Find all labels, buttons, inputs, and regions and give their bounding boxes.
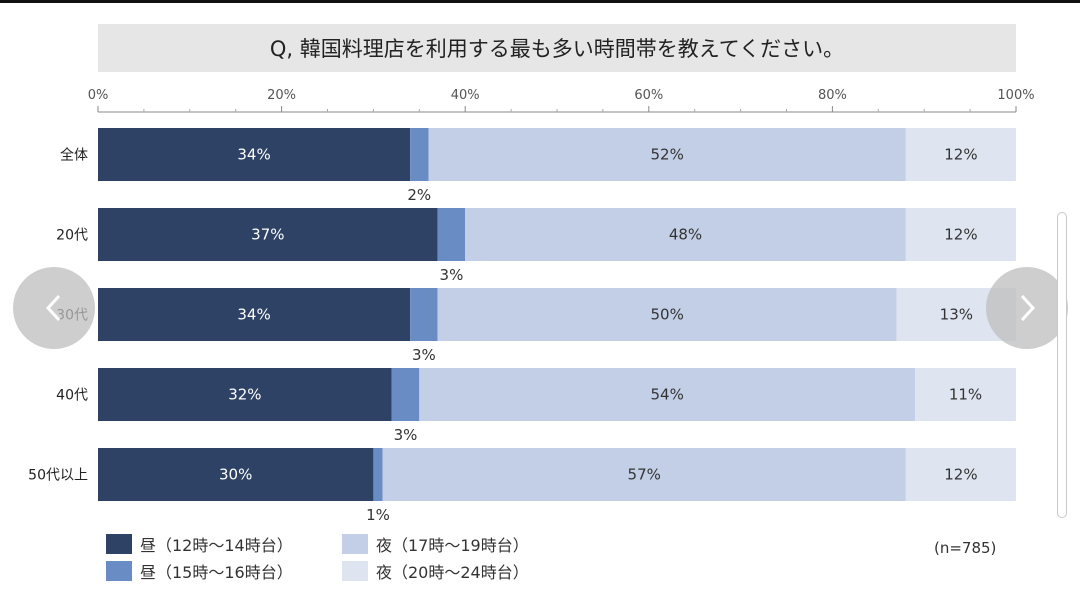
legend-item: 夜（20時〜24時台） bbox=[342, 560, 529, 582]
x-tick-label: 100% bbox=[997, 88, 1034, 103]
data-label: 34% bbox=[237, 146, 270, 164]
data-label: 12% bbox=[944, 466, 977, 484]
legend-swatch bbox=[106, 534, 132, 554]
data-label: 3% bbox=[440, 266, 464, 284]
stacked-bar-chart: 0% 20% 40% 60% 80% 100% 全体 34% 2% 52% 12% 20代 37% 3% 4… bbox=[28, 88, 1034, 524]
prev-slide-button[interactable] bbox=[13, 267, 95, 349]
data-label: 57% bbox=[628, 466, 661, 484]
data-label: 3% bbox=[412, 346, 436, 364]
bar-segment bbox=[437, 288, 897, 341]
x-tick-label: 40% bbox=[451, 88, 480, 103]
category-label: 20代 bbox=[56, 228, 88, 244]
legend-label: 昼（15時〜16時台） bbox=[140, 563, 293, 582]
data-label: 11% bbox=[949, 386, 982, 404]
legend-swatch bbox=[106, 561, 132, 581]
sample-size-note: (n=785) bbox=[934, 539, 997, 557]
data-label: 1% bbox=[366, 506, 390, 524]
category-label: 全体 bbox=[60, 147, 88, 164]
bar-segment bbox=[98, 288, 411, 341]
legend-label: 夜（17時〜19時台） bbox=[376, 536, 529, 555]
x-tick-label: 0% bbox=[88, 88, 109, 103]
bar-segment bbox=[419, 368, 916, 421]
legend-swatch bbox=[342, 561, 368, 581]
bar-segment bbox=[382, 448, 906, 501]
legend-item: 夜（17時〜19時台） bbox=[342, 533, 529, 555]
category-label: 50代以上 bbox=[28, 468, 88, 484]
bar-segment bbox=[428, 128, 906, 181]
data-label: 52% bbox=[650, 146, 683, 164]
legend-label: 夜（20時〜24時台） bbox=[376, 563, 529, 582]
data-label: 32% bbox=[228, 386, 261, 404]
data-label: 3% bbox=[394, 426, 418, 444]
data-label: 48% bbox=[669, 226, 702, 244]
top-border bbox=[0, 0, 1080, 3]
chevron-right-icon bbox=[1020, 294, 1036, 322]
next-slide-button[interactable] bbox=[986, 267, 1068, 349]
bar-segment bbox=[465, 208, 906, 261]
bar-segment bbox=[373, 448, 383, 501]
chart-legend: 昼（12時〜14時台） 夜（17時〜19時台） 昼（15時〜16時台） 夜（20時〜2… bbox=[106, 533, 666, 589]
legend-label: 昼（12時〜14時台） bbox=[140, 536, 293, 555]
bar-segment bbox=[98, 128, 411, 181]
chart-title-text: Q, 韓国料理店を利用する最も多い時間帯を教えてください。 bbox=[269, 37, 845, 61]
legend-item: 昼（12時〜14時台） bbox=[106, 533, 293, 555]
data-label: 37% bbox=[251, 226, 284, 244]
data-label: 30% bbox=[219, 466, 252, 484]
x-tick-label: 20% bbox=[267, 88, 296, 103]
bar-segment bbox=[905, 448, 1016, 501]
chevron-left-icon bbox=[45, 294, 61, 322]
category-label: 40代 bbox=[56, 388, 88, 404]
x-tick-label: 80% bbox=[818, 88, 847, 103]
bar-segment bbox=[98, 368, 392, 421]
data-label: 34% bbox=[237, 306, 270, 324]
data-label: 54% bbox=[650, 386, 683, 404]
data-label: 12% bbox=[944, 146, 977, 164]
scrollbar[interactable] bbox=[1057, 212, 1067, 518]
bar-segment bbox=[905, 128, 1016, 181]
data-label: 12% bbox=[944, 226, 977, 244]
chart-title: Q, 韓国料理店を利用する最も多い時間帯を教えてください。 bbox=[98, 24, 1016, 72]
data-label: 2% bbox=[407, 186, 431, 204]
bar-segment bbox=[437, 208, 466, 261]
x-tick-label: 60% bbox=[634, 88, 663, 103]
bar-segment bbox=[98, 208, 438, 261]
legend-swatch bbox=[342, 534, 368, 554]
legend-item: 昼（15時〜16時台） bbox=[106, 560, 293, 582]
bar-segment bbox=[410, 288, 438, 341]
bar-segment bbox=[391, 368, 420, 421]
bar-segment bbox=[410, 128, 429, 181]
bar-segment bbox=[98, 448, 374, 501]
bar-segment bbox=[905, 208, 1016, 261]
data-label: 13% bbox=[940, 306, 973, 324]
bar-segment bbox=[915, 368, 1016, 421]
data-label: 50% bbox=[650, 306, 683, 324]
